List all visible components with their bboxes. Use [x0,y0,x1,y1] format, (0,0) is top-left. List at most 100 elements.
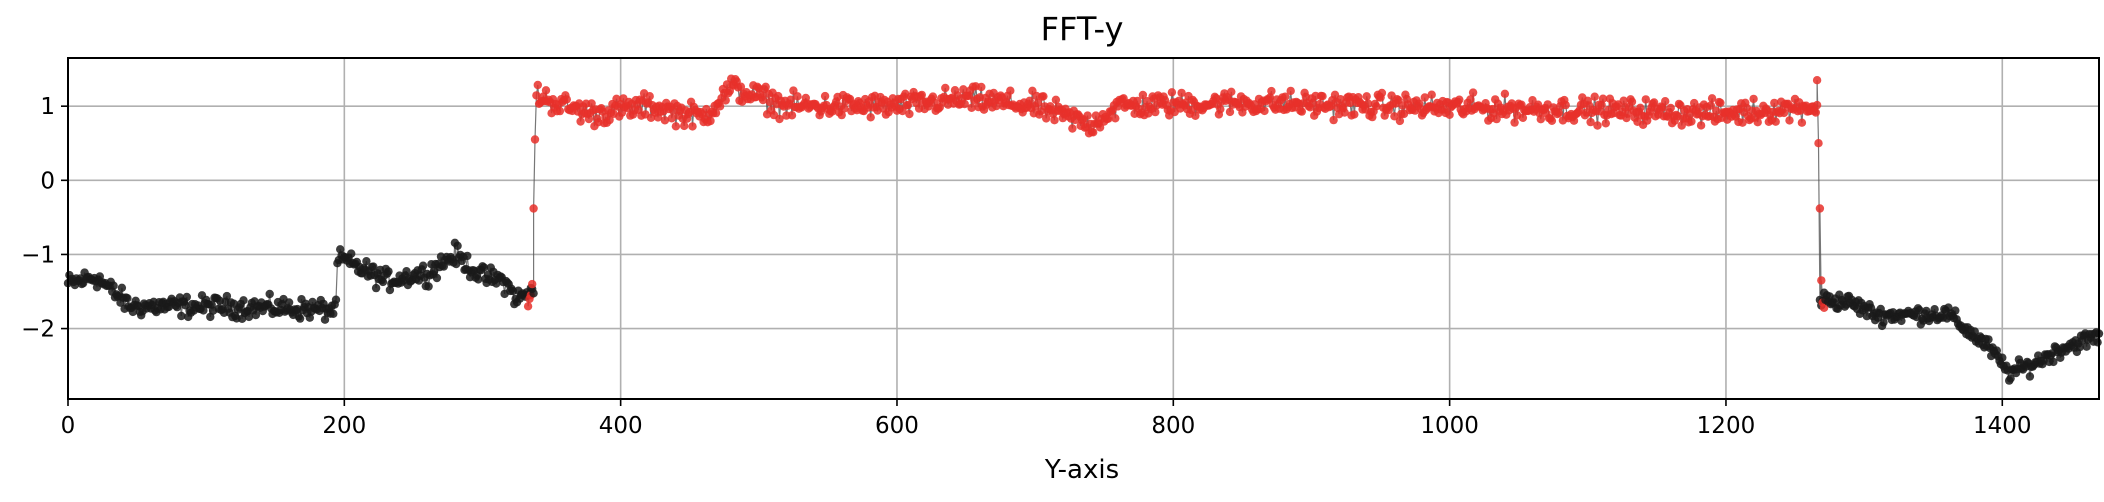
data-point [418,261,428,270]
data-point [837,110,846,120]
data-point [1590,92,1599,101]
data-point [347,249,356,258]
data-point [1819,303,1829,312]
data-point [385,285,395,295]
data-point [2006,374,2015,383]
data-point [1510,118,1519,127]
data-point [786,95,795,104]
data-point [541,86,551,95]
data-point [402,267,411,276]
data-point [1984,335,1993,344]
data-point [667,114,676,123]
data-point [331,295,341,304]
data-point [1340,108,1349,117]
data-point [320,315,330,324]
data-point [1970,327,1979,336]
data-point [680,121,689,131]
data-point [1554,108,1564,118]
data-point [917,90,926,100]
data-point [295,314,305,323]
data-point [562,95,571,104]
data-point [555,106,565,116]
data-point [479,263,489,272]
x-tick-label: 600 [875,413,919,439]
data-point [222,291,232,301]
data-point [1227,87,1236,97]
data-point [1930,305,1939,314]
data-point [1812,76,1822,85]
data-point [453,241,462,250]
x-tick-label: 200 [322,413,366,439]
data-point [1619,96,1628,105]
data-point [1797,118,1807,127]
data-point [1661,97,1670,106]
data-point [1104,114,1113,123]
data-point [758,95,768,105]
data-point [1006,86,1015,95]
data-point [587,99,596,108]
data-point [1998,353,2007,362]
x-tick-label: 0 [61,413,76,439]
data-point [1390,112,1399,121]
data-point [688,122,697,131]
data-point [1897,316,1906,326]
data-point [1420,93,1430,102]
data-point [1260,106,1269,116]
data-point [840,104,849,113]
data-point [941,83,950,93]
x-tick-label: 1200 [1697,413,1756,439]
data-point [1666,103,1675,113]
data-point [474,275,483,284]
data-point [523,302,533,311]
data-point [362,257,371,266]
data-point [265,289,274,299]
data-point [1138,90,1148,100]
data-point [2025,372,2035,381]
data-point [905,109,914,119]
data-point [128,307,138,317]
data-point [369,262,378,271]
data-point [432,273,442,283]
data-point [529,204,538,213]
data-point [244,312,254,322]
y-tick-label: 1 [40,94,55,120]
chart-title: FFT-y [1041,10,1124,48]
data-point [1687,117,1696,126]
data-point [1753,118,1762,127]
data-point [671,122,681,131]
data-point [1050,116,1059,125]
data-point [1181,98,1190,107]
data-point [1597,100,1606,110]
data-point [721,96,730,105]
x-tick-label: 1000 [1420,413,1479,439]
data-point [1658,103,1667,112]
data-point [1716,98,1725,108]
data-point [1372,102,1381,111]
data-point [736,82,746,91]
data-point [1281,92,1290,101]
x-axis-label: Y-axis [1044,455,1119,485]
data-point [530,135,540,144]
data-point [967,103,976,113]
data-point [371,283,381,293]
x-tick-label: 800 [1151,413,1195,439]
data-point [284,298,294,307]
data-point [384,267,393,276]
data-point [2082,342,2091,351]
data-point [960,99,969,109]
data-point [1039,92,1048,101]
data-point [1536,115,1546,124]
data-point [1518,113,1528,123]
y-tick-label: −1 [21,242,55,268]
data-point [1601,119,1611,128]
data-point [1151,107,1160,117]
data-point [1191,111,1200,121]
data-point [123,294,132,303]
axis-ticks: 0 200 400 600 800 1000 1200 1400 1 0 −1 −2 [21,94,2031,439]
plot-frame [67,57,2100,400]
data-point [1395,116,1405,126]
data-point [660,116,670,125]
data-point [1286,86,1295,96]
data-point [529,289,538,298]
data-point [1812,100,1822,110]
